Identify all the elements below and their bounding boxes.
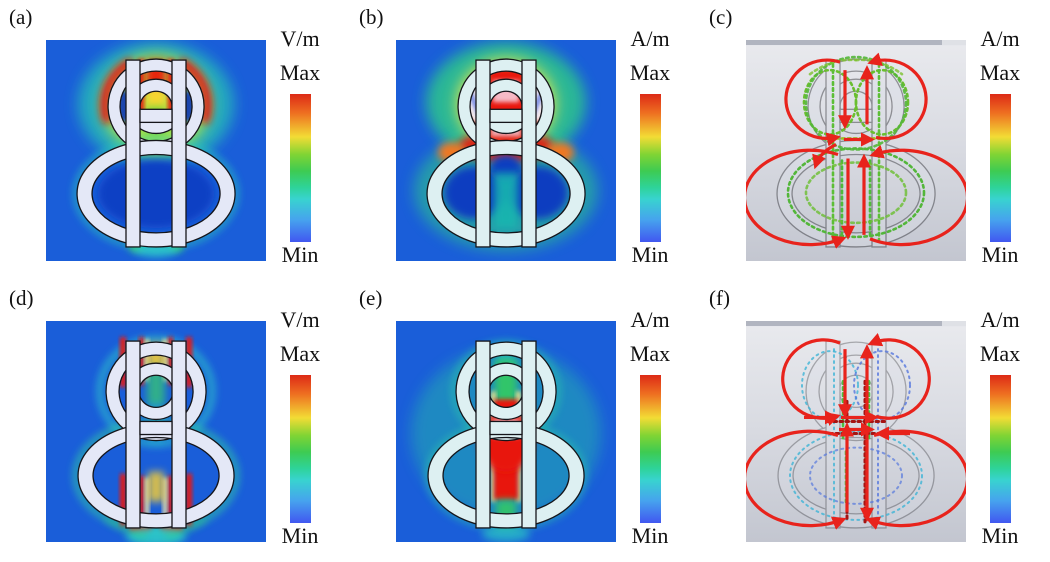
vector-map-f [746,321,966,542]
vector-map-c [746,40,966,261]
panel-label: (b) [359,5,384,29]
max-label: Max [979,341,1021,366]
panel-label: (f) [709,286,730,310]
unit-label: A/m [980,307,1020,332]
colorbar [990,375,1011,523]
h-field-plot [396,40,616,261]
panel-a: (a) V/m [0,0,350,281]
max-label: Max [629,60,671,85]
panel-c: (c) [700,0,1050,281]
unit-label: A/m [630,26,670,51]
panel-label: (d) [9,286,34,310]
e-field-plot [46,321,266,542]
max-label: Max [279,60,321,85]
unit-label: V/m [280,307,320,332]
field-map-e [396,321,616,542]
unit-label: A/m [630,307,670,332]
min-label: Min [281,523,319,548]
surface-current-plot [746,321,966,542]
colorbar [290,94,311,242]
colorbar [640,94,661,242]
unit-label: V/m [280,26,320,51]
min-label: Min [981,523,1019,548]
e-field-plot [46,40,266,261]
panel-e: (e) A/m Max Min [350,281,700,562]
panel-label: (c) [709,5,733,29]
panel-label: (a) [9,5,33,29]
max-label: Max [279,341,321,366]
min-label: Min [631,242,669,267]
colorbar [640,375,661,523]
panel-f: (f) [700,281,1050,562]
field-map-d [46,321,266,542]
colorbar [990,94,1011,242]
h-field-plot [396,321,616,542]
colorbar [290,375,311,523]
max-label: Max [979,60,1021,85]
panel-d: (d) [0,281,350,562]
max-label: Max [629,341,671,366]
min-label: Min [631,523,669,548]
unit-label: A/m [980,26,1020,51]
min-label: Min [281,242,319,267]
surface-current-plot [746,40,966,261]
panel-b: (b) [350,0,700,281]
field-map-b [396,40,616,261]
min-label: Min [981,242,1019,267]
panel-label: (e) [359,286,383,310]
field-map-a [46,40,266,261]
